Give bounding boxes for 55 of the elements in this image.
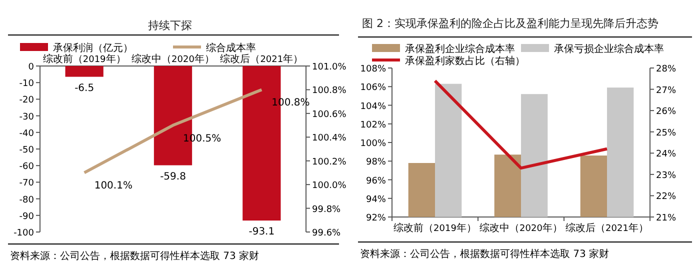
y-tick-label: 96%	[366, 176, 386, 186]
chart-title: 持续下探	[148, 19, 192, 32]
legend-label: 综合成本率	[206, 42, 256, 54]
y2-tick-label: 26%	[656, 107, 676, 118]
x-tick-label: 综改前（2019年）	[42, 53, 126, 65]
y2-tick-label: 21%	[656, 214, 676, 224]
x-tick-label: 综改后（2021年）	[220, 53, 304, 65]
y2-tick-label: 100.0%	[312, 181, 347, 192]
y2-tick-label: 25%	[656, 128, 676, 138]
y-tick-label: 102%	[360, 120, 386, 130]
y2-tick-label: 99.8%	[312, 204, 342, 215]
y-tick-label: 98%	[366, 158, 386, 168]
chart-title: 图 2：实现承保盈利的险企占比及盈利能力呈现先降后升态势	[362, 17, 658, 30]
y2-tick-label: 99.6%	[312, 228, 342, 238]
y2-tick-label: 101.0%	[312, 62, 347, 72]
y2-tick-label: 23%	[656, 170, 676, 181]
y-tick-label: -10	[19, 79, 34, 90]
y-tick-label: 108%	[360, 64, 386, 74]
data-label: -59.8	[160, 171, 186, 182]
y-tick-label: -20	[19, 96, 34, 106]
x-tick-label: 综改中（2020年）	[132, 53, 214, 65]
y2-tick-label: 28%	[656, 64, 676, 74]
y2-tick-label: 24%	[656, 150, 676, 160]
y-tick-label: 94%	[366, 194, 386, 205]
y-tick-label: -60	[19, 162, 34, 172]
data-label: -6.5	[74, 82, 94, 94]
y2-tick-label: 27%	[656, 86, 676, 96]
y2-tick-label: 100.4%	[312, 134, 347, 144]
y-tick-label: -30	[19, 112, 34, 122]
y-tick-label: 100%	[360, 139, 386, 149]
text: 资料来源：公司公告，根据数据可得性样本选取 73 家财	[10, 250, 260, 262]
y2-tick-label: 22%	[656, 192, 676, 202]
y2-tick-label: 100.8%	[312, 86, 347, 96]
y-tick-label: 92%	[366, 214, 386, 224]
legend-label: 承保盈利企业综合成本率	[405, 43, 515, 55]
y-tick-label: -70	[19, 178, 34, 189]
y-tick-label: 0	[28, 62, 34, 72]
y-tick-label: -40	[19, 128, 34, 139]
data-label: -93.1	[248, 226, 275, 238]
legend-label: 承保盈利家数占比（右轴）	[405, 55, 525, 67]
y-tick-label: 106%	[360, 83, 386, 94]
legend-label: 承保亏损企业综合成本率	[554, 43, 664, 55]
x-tick-label: 综改后（2021年）	[566, 222, 648, 234]
data-label: 100.1%	[94, 180, 132, 192]
x-tick-label: 综改中（2020年）	[480, 222, 562, 234]
y-tick-label: -80	[19, 195, 34, 206]
legend-label: 承保利润（亿元）	[53, 42, 133, 54]
y2-tick-label: 100.2%	[312, 157, 347, 168]
text: 资料来源：公司公告，根据数据可得性样本选取 73 家财	[360, 248, 610, 260]
x-tick-label: 综改前（2019年）	[394, 222, 476, 234]
y2-tick-label: 100.6%	[312, 110, 347, 120]
y-tick-label: -100	[14, 228, 34, 238]
y-tick-label: -90	[19, 212, 34, 222]
y-tick-label: 104%	[360, 102, 386, 112]
y-tick-label: -50	[19, 146, 34, 156]
